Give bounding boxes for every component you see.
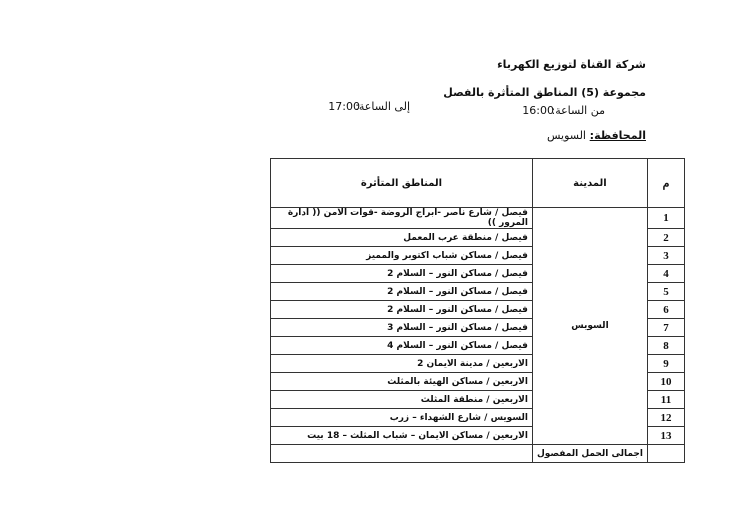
row-number: 12 bbox=[647, 408, 685, 427]
table-row: 13 الاربعين / مساكن الايمان – شباب المثلث… bbox=[270, 426, 685, 445]
row-number: 9 bbox=[647, 354, 685, 373]
row-number: 3 bbox=[647, 246, 685, 265]
header-cell: المدينة bbox=[531, 158, 649, 208]
table-row: 12 السويس / شارع الشهداء – زرب bbox=[270, 408, 685, 427]
from-label: من الساعة: bbox=[551, 104, 605, 117]
to-time: 17:00 bbox=[328, 100, 360, 113]
row-number: 10 bbox=[647, 372, 685, 391]
table-row: 1 السويس فيصل / شارع ناصر -ابراج الروضة -ق… bbox=[270, 207, 685, 445]
empty-cell bbox=[647, 444, 685, 463]
to-label: إلى الساعة: bbox=[355, 100, 410, 113]
area-cell: فيصل / مساكن النور – السلام 2 bbox=[270, 300, 533, 319]
area-cell: الاربعين / مساكن الهيئة بالمثلث bbox=[270, 372, 533, 391]
from-time: 16:00 bbox=[522, 104, 554, 117]
header-row: م المدينة المناطق المتأثرة bbox=[270, 158, 685, 208]
row-number: 6 bbox=[647, 300, 685, 319]
area-cell: فيصل / مساكن شباب اكتوبر والمميز bbox=[270, 246, 533, 265]
total-label: اجمالى الحمل المفصول bbox=[531, 444, 649, 463]
header-cell: م bbox=[647, 158, 685, 208]
area-cell: فيصل / منطقة عرب المعمل bbox=[270, 228, 533, 247]
total-row: اجمالى الحمل المفصول bbox=[270, 444, 685, 463]
area-cell: الاربعين / منطقة المثلث bbox=[270, 390, 533, 409]
area-cell: فيصل / مساكن النور – السلام 4 bbox=[270, 336, 533, 355]
row-number: 2 bbox=[647, 228, 685, 247]
row-number: 11 bbox=[647, 390, 685, 409]
area-cell: الاربعين / مدينة الايمان 2 bbox=[270, 354, 533, 373]
company: شركة القناة لتوزيع الكهرباء bbox=[497, 58, 646, 71]
area-cell: فيصل / مساكن النور – السلام 2 bbox=[270, 282, 533, 301]
row-number: 8 bbox=[647, 336, 685, 355]
table-row: 6 فيصل / مساكن النور – السلام 2 bbox=[270, 300, 685, 319]
table-row: 3 فيصل / مساكن شباب اكتوبر والمميز bbox=[270, 246, 685, 265]
governorate: السويس bbox=[547, 129, 586, 142]
area-cell: فيصل / شارع ناصر -ابراج الروضة -قوات الا… bbox=[270, 207, 533, 229]
area-cell: فيصل / مساكن النور – السلام 3 bbox=[270, 318, 533, 337]
row-number: 1 bbox=[647, 207, 685, 229]
row-number: 7 bbox=[647, 318, 685, 337]
areas-table: م المدينة المناطق المتأثرة 1 السويس فيصل /… bbox=[270, 158, 685, 463]
group-title: مجموعة (5) المناطق المتأثرة بالفصل bbox=[443, 86, 646, 99]
row-number: 4 bbox=[647, 264, 685, 283]
row-number: 13 bbox=[647, 426, 685, 445]
city-cell: السويس bbox=[531, 207, 649, 445]
table-body: 1 السويس فيصل / شارع ناصر -ابراج الروضة -ق… bbox=[270, 207, 685, 463]
governorate-label: المحافظة: bbox=[589, 129, 646, 142]
row-number: 5 bbox=[647, 282, 685, 301]
empty-cell bbox=[270, 444, 533, 463]
area-cell: فيصل / مساكن النور – السلام 2 bbox=[270, 264, 533, 283]
table-row: 7 فيصل / مساكن النور – السلام 3 bbox=[270, 318, 685, 337]
area-cell: السويس / شارع الشهداء – زرب bbox=[270, 408, 533, 427]
header-cell: المناطق المتأثرة bbox=[270, 158, 533, 208]
area-cell: الاربعين / مساكن الايمان – شباب المثلث –… bbox=[270, 426, 533, 445]
